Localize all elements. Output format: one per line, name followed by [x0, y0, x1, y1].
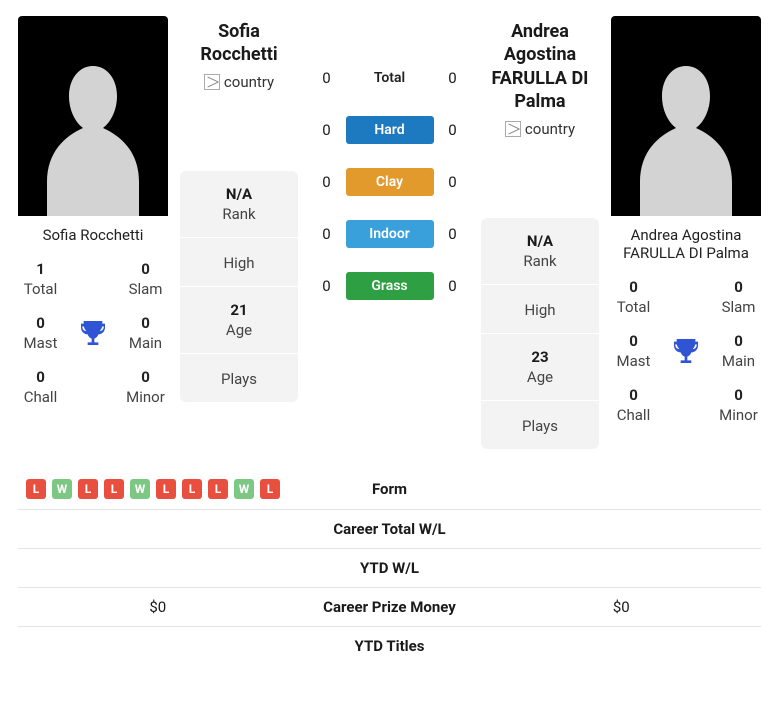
player-card-right: Andrea Agostina FARULLA DI Palma 0 Total… [611, 16, 761, 432]
trophy-icon [656, 270, 716, 432]
surface-left-val: 0 [318, 173, 336, 191]
head-to-head-top: Sofia Rocchetti 1 Total 0 Slam 0 Mast 0 … [18, 16, 761, 449]
form-badge: W [130, 479, 150, 499]
trophy-chall: 0 Chall [611, 378, 656, 432]
surface-row-hard: 0 Hard 0 [310, 116, 469, 144]
surface-row-grass: 0 Grass 0 [310, 272, 469, 300]
surface-left-val: 0 [318, 121, 336, 139]
row-career-prize-label: Career Prize Money [290, 598, 490, 616]
surface-label: Indoor [346, 220, 434, 248]
row-career-wl: Career Total W/L [18, 510, 761, 549]
surface-right-val: 0 [444, 69, 462, 87]
trophy-chall: 0 Chall [18, 360, 63, 414]
form-badges-left: LWLLWLLLWL [26, 479, 290, 499]
row-career-prize: $0 Career Prize Money $0 [18, 588, 761, 627]
form-badge: W [52, 479, 72, 499]
trophy-minor: 0 Minor [716, 378, 761, 432]
info-stack-right: N/A Rank High 23 Age Plays [481, 218, 599, 449]
trophy-mast: 0 Mast [611, 324, 656, 378]
trophy-slam: 0 Slam [716, 270, 761, 324]
comparison-table: LWLLWLLLWL Form Career Total W/L YTD W/L… [18, 469, 761, 665]
country-alt-left: country [224, 73, 274, 91]
form-badge: L [26, 479, 46, 499]
player-name-left-below: Sofia Rocchetti [18, 216, 168, 252]
row-career-wl-label: Career Total W/L [290, 520, 490, 538]
surface-row-indoor: 0 Indoor 0 [310, 220, 469, 248]
surface-label: Hard [346, 116, 434, 144]
trophy-main: 0 Main [123, 306, 168, 360]
surface-label: Grass [346, 272, 434, 300]
country-left: country [204, 73, 274, 111]
trophy-grid-left: 1 Total 0 Slam 0 Mast 0 Main 0 Chall [18, 252, 168, 414]
trophy-total: 0 Total [611, 270, 656, 324]
age-right: 23 Age [481, 334, 599, 401]
row-ytd-titles-label: YTD Titles [290, 637, 490, 655]
player-name-right-below: Andrea Agostina FARULLA DI Palma [611, 216, 761, 270]
player-photo-right [611, 16, 761, 216]
silhouette-icon [33, 46, 153, 216]
trophy-mast: 0 Mast [18, 306, 63, 360]
surface-row-clay: 0 Clay 0 [310, 168, 469, 196]
row-form-label: Form [290, 480, 490, 498]
player-name-right[interactable]: Andrea Agostina FARULLA DI Palma [481, 20, 599, 120]
career-prize-left: $0 [26, 598, 290, 616]
surface-right-val: 0 [444, 173, 462, 191]
trophy-icon [63, 252, 123, 414]
form-badge: L [208, 479, 228, 499]
surface-left-val: 0 [318, 225, 336, 243]
age-left: 21 Age [180, 287, 298, 354]
trophy-minor: 0 Minor [123, 360, 168, 414]
info-stack-left: N/A Rank High 21 Age Plays [180, 171, 298, 402]
form-badge: W [234, 479, 254, 499]
country-right: country [505, 120, 575, 158]
career-prize-right: $0 [490, 598, 754, 616]
row-ytd-titles: YTD Titles [18, 627, 761, 665]
high-left: High [180, 238, 298, 287]
plays-left: Plays [180, 354, 298, 402]
trophy-slam: 0 Slam [123, 252, 168, 306]
player-name-left[interactable]: Sofia Rocchetti [180, 20, 298, 73]
broken-image-icon [505, 121, 521, 137]
info-col-right: Andrea Agostina FARULLA DI Palma country… [481, 16, 599, 449]
trophy-total: 1 Total [18, 252, 63, 306]
h2h-center: 0 Total 0 0 Hard 0 0 Clay 0 0 Indoor 0 0 Grass 0 [310, 16, 469, 300]
row-ytd-wl-label: YTD W/L [290, 559, 490, 577]
surface-row-total: 0 Total 0 [310, 64, 469, 92]
rank-left: N/A Rank [180, 171, 298, 238]
info-col-left: Sofia Rocchetti country N/A Rank High 21… [180, 16, 298, 402]
surface-right-val: 0 [444, 121, 462, 139]
form-badge: L [182, 479, 202, 499]
trophy-grid-right: 0 Total 0 Slam 0 Mast 0 Main 0 Chall [611, 270, 761, 432]
surface-label: Total [346, 64, 434, 92]
form-badge: L [78, 479, 98, 499]
surface-left-val: 0 [318, 277, 336, 295]
trophy-main: 0 Main [716, 324, 761, 378]
player-photo-left [18, 16, 168, 216]
silhouette-icon [626, 46, 746, 216]
surface-right-val: 0 [444, 225, 462, 243]
player-card-left: Sofia Rocchetti 1 Total 0 Slam 0 Mast 0 … [18, 16, 168, 414]
form-badge: L [104, 479, 124, 499]
plays-right: Plays [481, 401, 599, 449]
row-form: LWLLWLLLWL Form [18, 469, 761, 510]
row-ytd-wl: YTD W/L [18, 549, 761, 588]
surface-label: Clay [346, 168, 434, 196]
surface-right-val: 0 [444, 277, 462, 295]
broken-image-icon [204, 74, 220, 90]
form-badge: L [260, 479, 280, 499]
country-alt-right: country [525, 120, 575, 138]
rank-right: N/A Rank [481, 218, 599, 285]
form-badge: L [156, 479, 176, 499]
surface-left-val: 0 [318, 69, 336, 87]
high-right: High [481, 285, 599, 334]
